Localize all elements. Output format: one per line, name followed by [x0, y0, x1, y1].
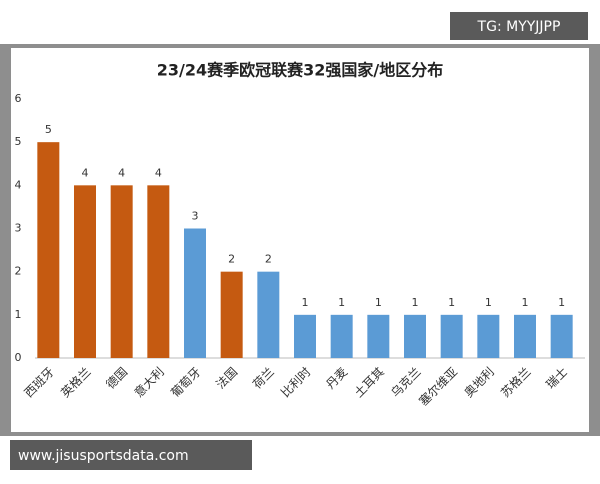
- website: www.jisusportsdata.com: [18, 448, 189, 464]
- bar: [477, 314, 500, 358]
- bar: [404, 314, 426, 358]
- y-tick-label: 4: [15, 178, 22, 191]
- data-label: 1: [448, 296, 455, 309]
- data-label: 1: [558, 296, 565, 309]
- y-tick-label: 6: [15, 92, 22, 105]
- data-label: 1: [338, 296, 345, 309]
- data-label: 1: [375, 296, 382, 309]
- data-label: 4: [82, 166, 89, 179]
- data-label: 2: [265, 253, 272, 266]
- chart-title: 23/24赛季欧冠联赛32强国家/地区分布: [157, 61, 444, 80]
- data-label: 1: [412, 296, 419, 309]
- bar: [110, 185, 133, 358]
- y-tick-label: 2: [15, 265, 22, 278]
- data-label: 4: [155, 166, 162, 179]
- data-label: 1: [522, 296, 529, 309]
- y-tick-label: 0: [15, 351, 22, 364]
- bar: [147, 185, 170, 358]
- data-label: 1: [302, 296, 309, 309]
- bar: [37, 142, 60, 358]
- data-label: 3: [192, 210, 199, 223]
- bar: [220, 271, 243, 358]
- data-label: 5: [45, 123, 52, 136]
- tag: TG: MYYJJPP: [477, 19, 561, 35]
- y-tick-label: 5: [15, 135, 22, 148]
- data-label: 1: [485, 296, 492, 309]
- tag-box: [450, 12, 588, 40]
- y-tick-label: 3: [15, 222, 22, 235]
- bar: [74, 185, 96, 358]
- website-box: [10, 440, 252, 470]
- bar: [440, 314, 463, 358]
- plot-panel: [11, 48, 589, 432]
- bar: [367, 314, 390, 358]
- bar: [184, 228, 206, 358]
- data-label: 2: [228, 253, 235, 266]
- bar: [294, 314, 316, 358]
- bar: [330, 314, 353, 358]
- bar: [257, 271, 280, 358]
- bar: [514, 314, 536, 358]
- y-tick-label: 1: [15, 308, 22, 321]
- bar: [550, 314, 573, 358]
- data-label: 4: [118, 166, 125, 179]
